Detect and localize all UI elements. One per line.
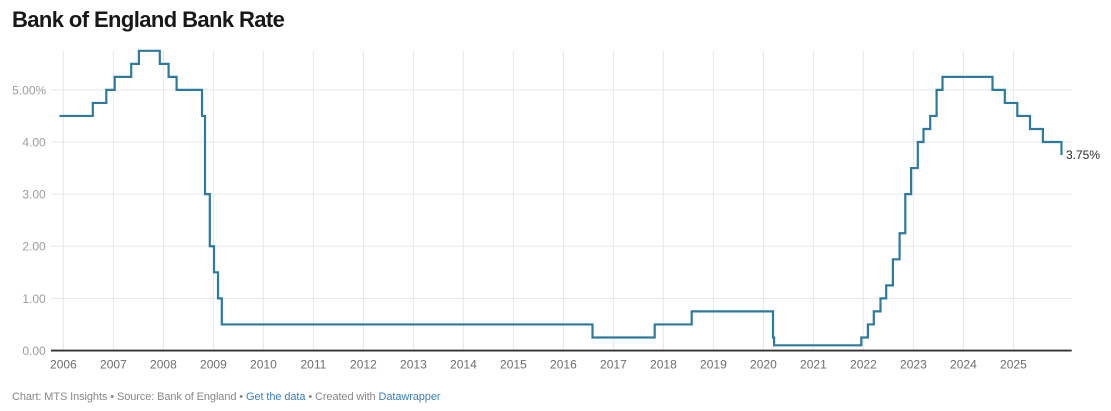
svg-text:2023: 2023 <box>900 358 927 372</box>
svg-text:2008: 2008 <box>150 358 177 372</box>
svg-text:2009: 2009 <box>200 358 227 372</box>
svg-text:2011: 2011 <box>300 358 326 372</box>
svg-text:2010: 2010 <box>250 358 277 372</box>
svg-text:2024: 2024 <box>950 358 977 372</box>
svg-text:5.00%: 5.00% <box>12 83 46 97</box>
svg-text:2014: 2014 <box>450 358 477 372</box>
svg-text:2019: 2019 <box>700 358 727 372</box>
svg-text:2021: 2021 <box>800 358 827 372</box>
svg-text:2020: 2020 <box>750 358 777 372</box>
svg-text:2016: 2016 <box>550 358 577 372</box>
svg-text:0.00: 0.00 <box>22 344 46 358</box>
svg-text:2.00: 2.00 <box>22 240 46 254</box>
svg-text:2012: 2012 <box>350 358 377 372</box>
svg-text:2007: 2007 <box>100 358 127 372</box>
svg-text:2013: 2013 <box>400 358 427 372</box>
svg-text:2022: 2022 <box>850 358 877 372</box>
svg-text:2017: 2017 <box>600 358 627 372</box>
svg-text:1.00: 1.00 <box>22 292 46 306</box>
svg-text:3.00: 3.00 <box>22 188 46 202</box>
svg-text:3.75%: 3.75% <box>1066 148 1100 162</box>
svg-text:2015: 2015 <box>500 358 527 372</box>
svg-text:2006: 2006 <box>50 358 77 372</box>
svg-text:2018: 2018 <box>650 358 677 372</box>
svg-text:2025: 2025 <box>1000 358 1027 372</box>
svg-text:4.00: 4.00 <box>22 136 46 150</box>
